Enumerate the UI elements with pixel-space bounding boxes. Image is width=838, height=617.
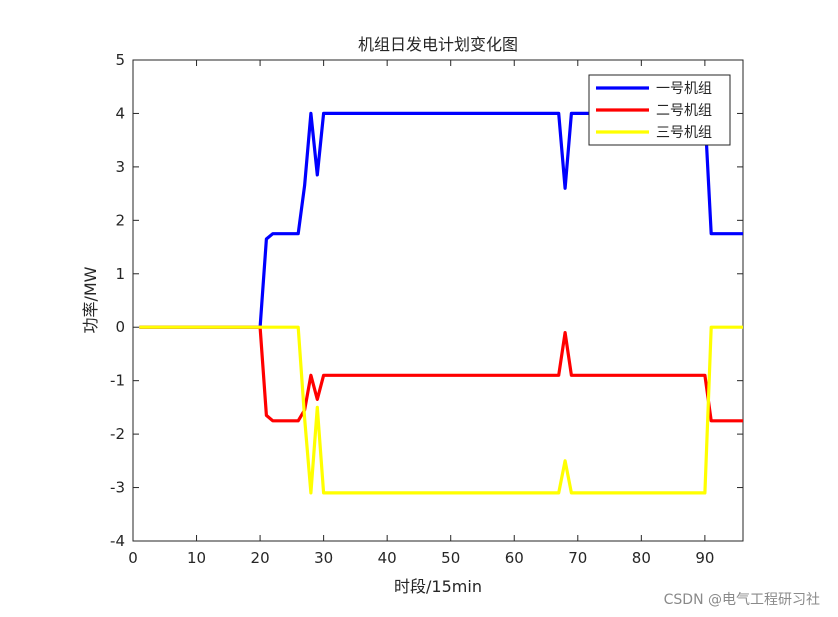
x-tick-label: 60 [505, 549, 524, 567]
series-line-2 [139, 325, 743, 423]
chart-title: 机组日发电计划变化图 [358, 35, 518, 54]
x-tick-label: 10 [187, 549, 206, 567]
legend-label-1: 一号机组 [656, 81, 712, 97]
y-tick-label: -1 [110, 372, 125, 390]
series-line-3 [139, 325, 743, 495]
x-tick-label: 20 [251, 549, 270, 567]
x-tick-label: 70 [568, 549, 587, 567]
y-axis-label: 功率/MW [81, 266, 100, 333]
y-tick-label: 3 [115, 158, 125, 176]
axis-ticks: 0 10 20 30 40 50 60 70 80 90 -4 -3 -2 -1 0 1 2 3 4 5 [110, 51, 743, 567]
y-tick-label: -4 [110, 532, 125, 550]
y-tick-label: 0 [115, 318, 125, 336]
y-tick-label: 5 [115, 51, 125, 69]
y-tick-label: 4 [115, 104, 125, 122]
y-tick-label: -3 [110, 479, 125, 497]
legend-label-2: 二号机组 [656, 103, 712, 119]
y-tick-label: 1 [115, 265, 125, 283]
x-axis-label: 时段/15min [394, 577, 482, 596]
y-tick-label: 2 [115, 211, 125, 229]
watermark: CSDN @电气工程研习社 [663, 592, 820, 608]
x-tick-label: 40 [378, 549, 397, 567]
y-tick-label: -2 [110, 425, 125, 443]
x-tick-label: 0 [128, 549, 138, 567]
legend-label-3: 三号机组 [656, 125, 712, 141]
x-tick-label: 50 [441, 549, 460, 567]
x-tick-label: 90 [695, 549, 714, 567]
x-tick-label: 30 [314, 549, 333, 567]
x-tick-label: 80 [632, 549, 651, 567]
